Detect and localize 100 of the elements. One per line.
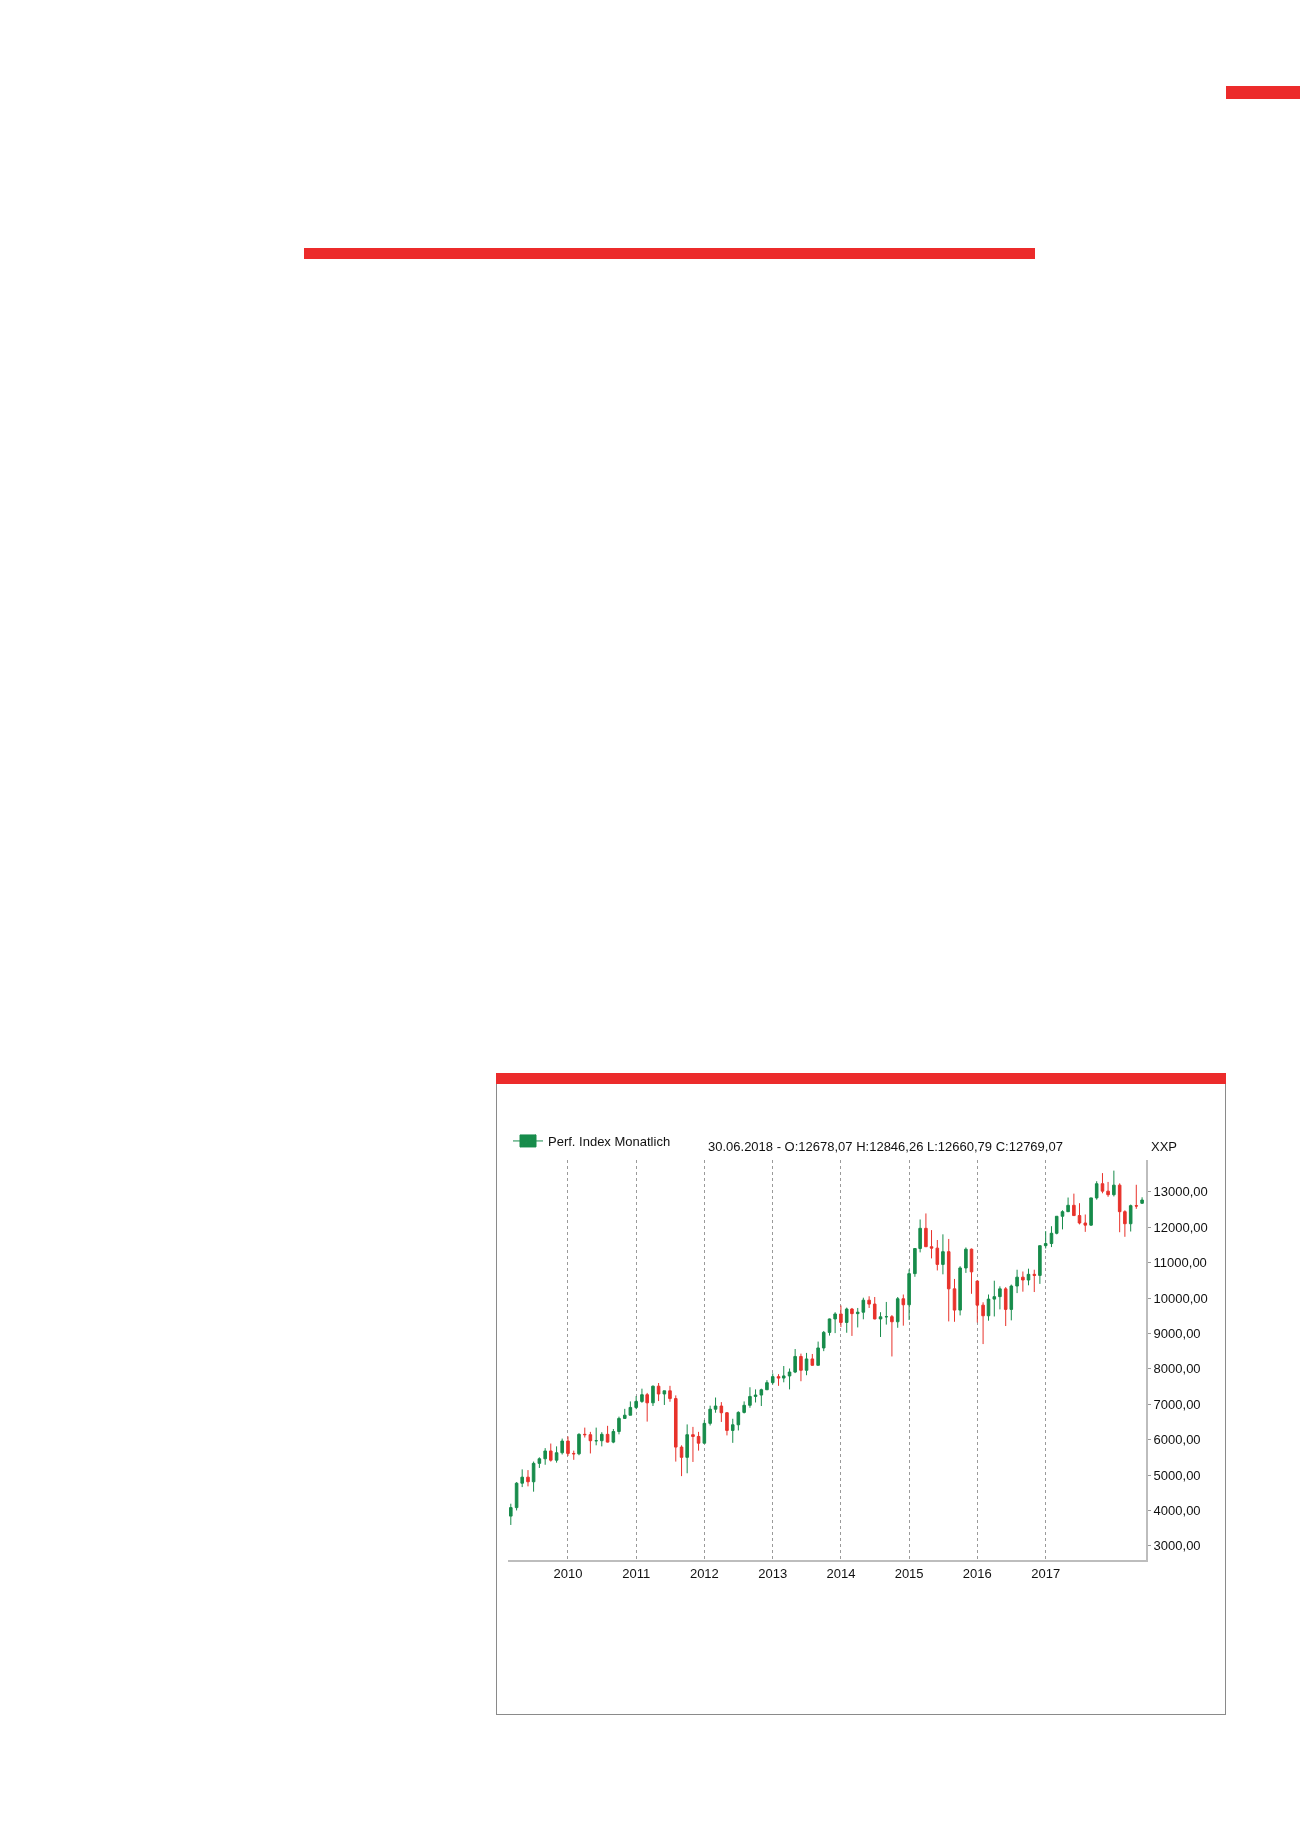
candlestick (600, 1431, 604, 1447)
candlestick (634, 1395, 638, 1410)
candlestick (640, 1388, 644, 1404)
candlestick (1049, 1225, 1054, 1248)
candlestick (673, 1394, 678, 1463)
candlestick (872, 1296, 877, 1320)
candlestick (810, 1353, 815, 1367)
candlestick (1077, 1202, 1082, 1225)
y-tick-label: 7000,00 (1153, 1396, 1201, 1412)
candlestick (839, 1304, 843, 1328)
candlestick (713, 1397, 718, 1414)
y-tick-label: 9000,00 (1153, 1326, 1201, 1341)
candlestick (998, 1285, 1002, 1310)
candlestick (605, 1425, 610, 1443)
candlestick (685, 1423, 689, 1474)
y-tick-label: 10000,00 (1153, 1290, 1208, 1306)
candlestick (708, 1405, 712, 1426)
candlestick (1140, 1196, 1144, 1205)
candlestick (696, 1431, 701, 1452)
candlestick (577, 1432, 581, 1456)
candlestick (1009, 1284, 1014, 1321)
candlestick (1066, 1197, 1070, 1213)
candlestick (702, 1419, 707, 1444)
y-axis-title: XXP (1151, 1139, 1178, 1154)
candlestick (924, 1212, 928, 1248)
candlestick (821, 1330, 826, 1352)
candlestick (1094, 1180, 1099, 1201)
candlestick (1003, 1286, 1008, 1327)
candlestick (1112, 1170, 1116, 1197)
x-tick-label: 2015 (894, 1565, 924, 1581)
candlestick (964, 1246, 968, 1274)
candlestick (781, 1365, 786, 1383)
candlestick (742, 1400, 746, 1414)
legend-label: Perf. Index Monatlich (548, 1134, 671, 1150)
candlestick (509, 1503, 513, 1526)
candlestick (986, 1294, 991, 1322)
candlestick (1089, 1197, 1093, 1227)
candlestick (668, 1385, 672, 1403)
candlestick (1134, 1184, 1139, 1210)
x-tick-label: 2011 (622, 1565, 651, 1581)
candlestick (907, 1268, 911, 1321)
candlestick (1021, 1271, 1025, 1293)
candlestick (759, 1388, 764, 1407)
candlestick (571, 1450, 576, 1461)
y-tick-label: 5000,00 (1153, 1467, 1201, 1483)
candlestick (662, 1390, 667, 1406)
candlestick (1128, 1204, 1133, 1232)
candlestick (787, 1368, 792, 1390)
candlestick (1043, 1230, 1048, 1249)
candlestick (867, 1295, 871, 1309)
y-tick-label: 8000,00 (1153, 1361, 1201, 1377)
candlestick (765, 1379, 769, 1391)
candlestick (679, 1444, 684, 1477)
candlestick (941, 1233, 945, 1275)
candlestick (1054, 1215, 1059, 1235)
candlestick (816, 1341, 820, 1366)
candlestick (793, 1348, 797, 1374)
candlestick (827, 1318, 832, 1337)
y-tick-label: 4000,00 (1153, 1502, 1201, 1518)
candlestick (651, 1384, 655, 1407)
candlestick (526, 1469, 530, 1487)
candlestick (594, 1427, 598, 1446)
x-tick-label: 2017 (1031, 1565, 1061, 1581)
x-tick-label: 2014 (826, 1565, 856, 1581)
candlestick (895, 1296, 900, 1329)
candlestick (935, 1239, 940, 1271)
candlestick (1100, 1172, 1105, 1194)
candlestick (645, 1392, 649, 1423)
candlestick (1032, 1269, 1037, 1293)
candlestick (549, 1443, 553, 1463)
x-tick-label: 2012 (689, 1565, 719, 1581)
candlestick (725, 1411, 729, 1436)
candlestick (719, 1401, 724, 1423)
candlestick (969, 1248, 974, 1295)
y-tick-label: 12000,00 (1153, 1219, 1208, 1235)
y-tick-label: 11000,00 (1153, 1255, 1207, 1271)
candlestick (776, 1373, 781, 1387)
candlestick (901, 1294, 906, 1327)
candlestick (952, 1278, 957, 1323)
candlestick (833, 1311, 837, 1334)
candlestick (850, 1307, 854, 1337)
candlestick (992, 1280, 997, 1317)
candlestick (799, 1353, 803, 1382)
candlestick (748, 1386, 752, 1409)
candlestick (656, 1382, 661, 1402)
candlestick (946, 1238, 951, 1322)
candlestick (753, 1388, 758, 1403)
x-tick-label: 2010 (553, 1565, 583, 1581)
x-tick-label: 2016 (962, 1565, 992, 1581)
candlestick (1072, 1193, 1076, 1217)
candlestick (981, 1301, 985, 1345)
candlestick (617, 1416, 621, 1435)
candlestick (1083, 1214, 1088, 1233)
y-tick-label: 3000,00 (1153, 1538, 1201, 1554)
candlestick (770, 1372, 775, 1385)
candlestick (691, 1426, 695, 1463)
candlestick (1060, 1209, 1065, 1230)
candlestick (1038, 1245, 1042, 1285)
candlestick (890, 1314, 894, 1357)
y-tick-label: 6000,00 (1153, 1432, 1201, 1448)
